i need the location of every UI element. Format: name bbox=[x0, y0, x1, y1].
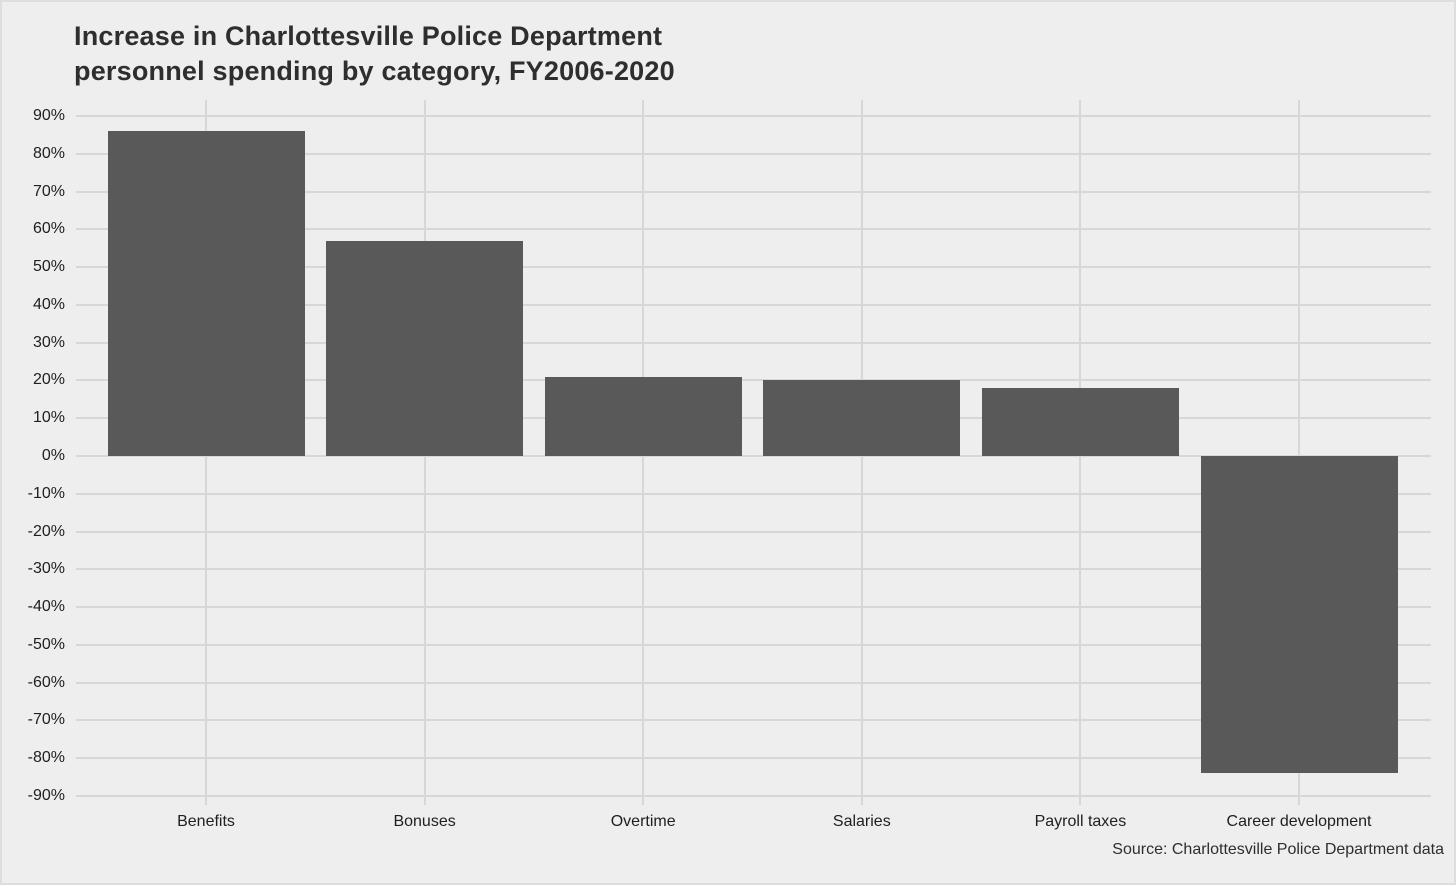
h-gridline bbox=[76, 568, 1431, 571]
y-tick-label: -30% bbox=[27, 560, 65, 578]
x-axis-label: Overtime bbox=[610, 813, 676, 830]
chart-title-line2: personnel spending by category, FY2006-2… bbox=[74, 56, 675, 86]
y-tick-label: 0% bbox=[41, 447, 65, 464]
y-tick-label: 40% bbox=[32, 295, 65, 313]
h-gridline bbox=[76, 530, 1431, 533]
y-tick-label: 20% bbox=[32, 371, 65, 389]
y-tick-label: 70% bbox=[32, 182, 65, 200]
chart-title-line1: Increase in Charlottesville Police Depar… bbox=[74, 21, 663, 51]
bar-benefits bbox=[107, 131, 305, 456]
h-gridline bbox=[76, 719, 1431, 722]
y-tick-label: 90% bbox=[32, 106, 65, 124]
h-gridline bbox=[76, 303, 1431, 306]
h-gridline bbox=[76, 341, 1431, 344]
h-gridline bbox=[76, 606, 1431, 609]
y-tick-label: 80% bbox=[32, 144, 65, 162]
h-gridline bbox=[76, 228, 1431, 231]
h-gridline bbox=[76, 190, 1431, 193]
y-tick-label: -90% bbox=[27, 787, 65, 804]
y-tick-label: 10% bbox=[32, 409, 65, 427]
y-tick-label: -10% bbox=[27, 484, 65, 502]
h-gridline bbox=[76, 455, 1431, 457]
y-tick-label: 50% bbox=[32, 258, 65, 276]
y-tick-label: -50% bbox=[27, 635, 65, 653]
y-tick-label: -20% bbox=[27, 522, 65, 540]
x-axis-label: Salaries bbox=[832, 813, 891, 830]
x-axis-label: Career development bbox=[1226, 813, 1372, 830]
h-gridline bbox=[76, 757, 1431, 760]
h-gridline bbox=[76, 379, 1431, 382]
h-gridline bbox=[76, 266, 1431, 269]
bar-bonuses bbox=[326, 240, 524, 456]
h-gridline bbox=[76, 681, 1431, 684]
source-note: Source: Charlottesville Police Departmen… bbox=[1112, 841, 1444, 858]
bar-salaries bbox=[763, 380, 961, 456]
v-gridline bbox=[1298, 100, 1300, 805]
h-gridline bbox=[76, 417, 1431, 420]
x-axis-label: Payroll taxes bbox=[1034, 813, 1127, 830]
bar-overtime bbox=[544, 376, 742, 456]
y-tick-label: 60% bbox=[32, 220, 65, 238]
bar-payroll-taxes bbox=[981, 387, 1179, 456]
chart-title: Increase in Charlottesville Police Depar… bbox=[74, 19, 675, 89]
y-tick-label: -70% bbox=[27, 711, 65, 729]
y-tick-label: -60% bbox=[27, 673, 65, 691]
h-gridline bbox=[76, 152, 1431, 155]
x-axis-label: Bonuses bbox=[393, 813, 456, 830]
x-axis-label: Benefits bbox=[177, 813, 235, 830]
h-gridline bbox=[76, 114, 1431, 117]
y-tick-label: 30% bbox=[32, 333, 65, 351]
y-tick-label: -40% bbox=[27, 598, 65, 616]
h-gridline bbox=[76, 492, 1431, 495]
y-tick-label: -80% bbox=[27, 749, 65, 767]
bar-career-development bbox=[1200, 456, 1398, 774]
h-gridline bbox=[76, 643, 1431, 646]
h-gridline bbox=[76, 795, 1431, 797]
